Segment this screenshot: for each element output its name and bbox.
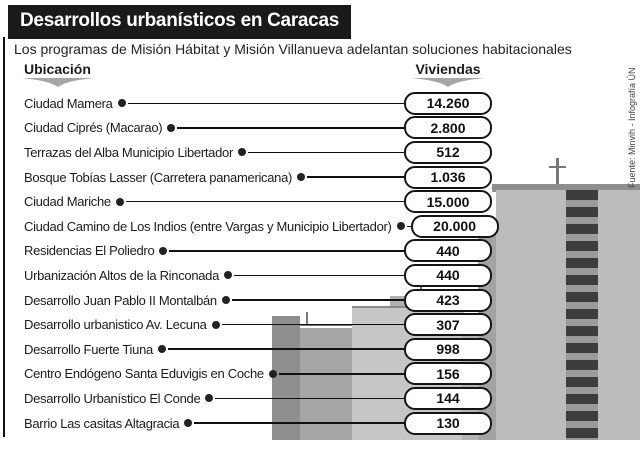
building-midrise-left: [272, 316, 300, 440]
tower-balcony-strip: [566, 190, 598, 440]
table-row: Barrio Las casitas Altagracia 130: [24, 411, 492, 436]
table-row: Centro Endógeno Santa Eduvigis en Coche 1…: [24, 362, 492, 387]
connector-line: [307, 176, 404, 178]
left-border-rule: [3, 37, 5, 437]
swoosh-underline-icon: [412, 78, 484, 87]
row-label: Ciudad Mariche: [24, 194, 111, 210]
table-row: Desarrollo Fuerte Tiuna 998: [24, 337, 492, 362]
viviendas-pill: 440: [404, 263, 492, 287]
bullet-dot-icon: [211, 320, 220, 329]
tower-roof-ledge: [492, 184, 640, 192]
viviendas-pill: 15.000: [404, 190, 492, 214]
bullet-dot-icon: [159, 246, 168, 255]
connector-line: [169, 250, 404, 252]
row-label: Centro Endógeno Santa Eduvigis en Coche: [24, 366, 264, 382]
bullet-dot-icon: [205, 394, 214, 403]
viviendas-pill: 1.036: [404, 165, 492, 189]
source-credit: Fuente: Minvih - Infografía ÚN: [627, 67, 637, 188]
table-row: Residencias El Poliedro 440: [24, 239, 492, 264]
bullet-dot-icon: [157, 345, 166, 354]
connector-line: [177, 127, 404, 129]
bullet-dot-icon: [396, 222, 405, 231]
connector-line: [248, 151, 404, 154]
antenna-icon: [306, 312, 308, 326]
connector-line: [221, 323, 404, 326]
bullet-dot-icon: [115, 197, 124, 206]
table-row: Desarrollo Urbanístico El Conde 144: [24, 386, 492, 411]
connector-line: [127, 102, 404, 105]
bullet-dot-icon: [224, 271, 233, 280]
building-midrise-b: [298, 328, 354, 440]
row-label: Urbanización Altos de la Rinconada: [24, 267, 220, 283]
table-row: Terrazas del Alba Municipio Libertador 51…: [24, 140, 492, 165]
antenna-crossbar: [549, 166, 566, 168]
connector-line: [167, 348, 404, 350]
bullet-dot-icon: [184, 419, 193, 428]
bullet-dot-icon: [268, 369, 277, 378]
viviendas-pill: 14.260: [404, 91, 492, 115]
table-row: Ciudad Camino de Los Indios (entre Varga…: [24, 214, 499, 239]
table-row: Urbanización Altos de la Rinconada 440: [24, 263, 492, 288]
page-title: Desarrollos urbanísticos en Caracas: [8, 5, 351, 39]
column-header-ubicacion: Ubicación: [24, 61, 91, 77]
swoosh-underline-icon: [22, 78, 94, 87]
row-label: Terrazas del Alba Municipio Libertador: [24, 144, 233, 160]
row-label: Desarrollo Juan Pablo II Montalbán: [24, 292, 217, 308]
connector-line: [406, 225, 411, 228]
row-label: Desarrollo Urbanístico El Conde: [24, 390, 201, 406]
connector-line: [234, 274, 404, 277]
row-label: Desarrollo Fuerte Tiuna: [24, 341, 153, 357]
antenna-icon: [556, 158, 559, 186]
viviendas-pill: 130: [404, 411, 492, 435]
bullet-dot-icon: [117, 99, 126, 108]
subtitle: Los programas de Misión Hábitat y Misión…: [14, 41, 572, 57]
bullet-dot-icon: [297, 173, 306, 182]
table-row: Ciudad Ciprés (Macarao) 2.800: [24, 116, 492, 141]
connector-line: [194, 422, 404, 424]
table-row: Bosque Tobías Lasser (Carretera panameri…: [24, 165, 492, 190]
row-label: Ciudad Ciprés (Macarao): [24, 120, 163, 136]
table-row: Desarrollo Juan Pablo II Montalbán 423: [24, 288, 492, 313]
row-label: Ciudad Mamera: [24, 95, 113, 111]
table-row: Ciudad Mamera 14.260: [24, 91, 492, 116]
connector-line: [215, 397, 404, 400]
row-label: Desarrollo urbanistico Av. Lecuna: [24, 317, 207, 333]
viviendas-pill: 440: [404, 239, 492, 263]
bullet-dot-icon: [221, 296, 230, 305]
bullet-dot-icon: [238, 148, 246, 157]
viviendas-pill: 144: [404, 386, 492, 410]
viviendas-pill: 423: [404, 288, 492, 312]
viviendas-pill: 307: [404, 313, 492, 337]
viviendas-pill: 156: [404, 362, 492, 386]
table-row: Desarrollo urbanistico Av. Lecuna 307: [24, 312, 492, 337]
row-label: Residencias El Poliedro: [24, 243, 155, 259]
row-label: Bosque Tobías Lasser (Carretera panameri…: [24, 169, 293, 185]
column-header-viviendas: Viviendas: [415, 61, 481, 77]
connector-line: [125, 200, 404, 203]
rows-list: Ciudad Mamera 14.260 Ciudad Ciprés (Macara…: [24, 91, 499, 436]
viviendas-pill: 20.000: [410, 214, 499, 238]
viviendas-pill: 998: [404, 337, 492, 361]
row-label: Barrio Las casitas Altagracia: [24, 415, 180, 431]
bullet-dot-icon: [167, 123, 176, 132]
table-row: Ciudad Mariche 15.000: [24, 189, 492, 214]
viviendas-pill: 2.800: [404, 116, 492, 140]
viviendas-pill: 512: [404, 140, 492, 164]
row-label: Ciudad Camino de Los Indios (entre Varga…: [24, 218, 392, 234]
connector-line: [231, 299, 404, 301]
connector-line: [278, 373, 404, 375]
